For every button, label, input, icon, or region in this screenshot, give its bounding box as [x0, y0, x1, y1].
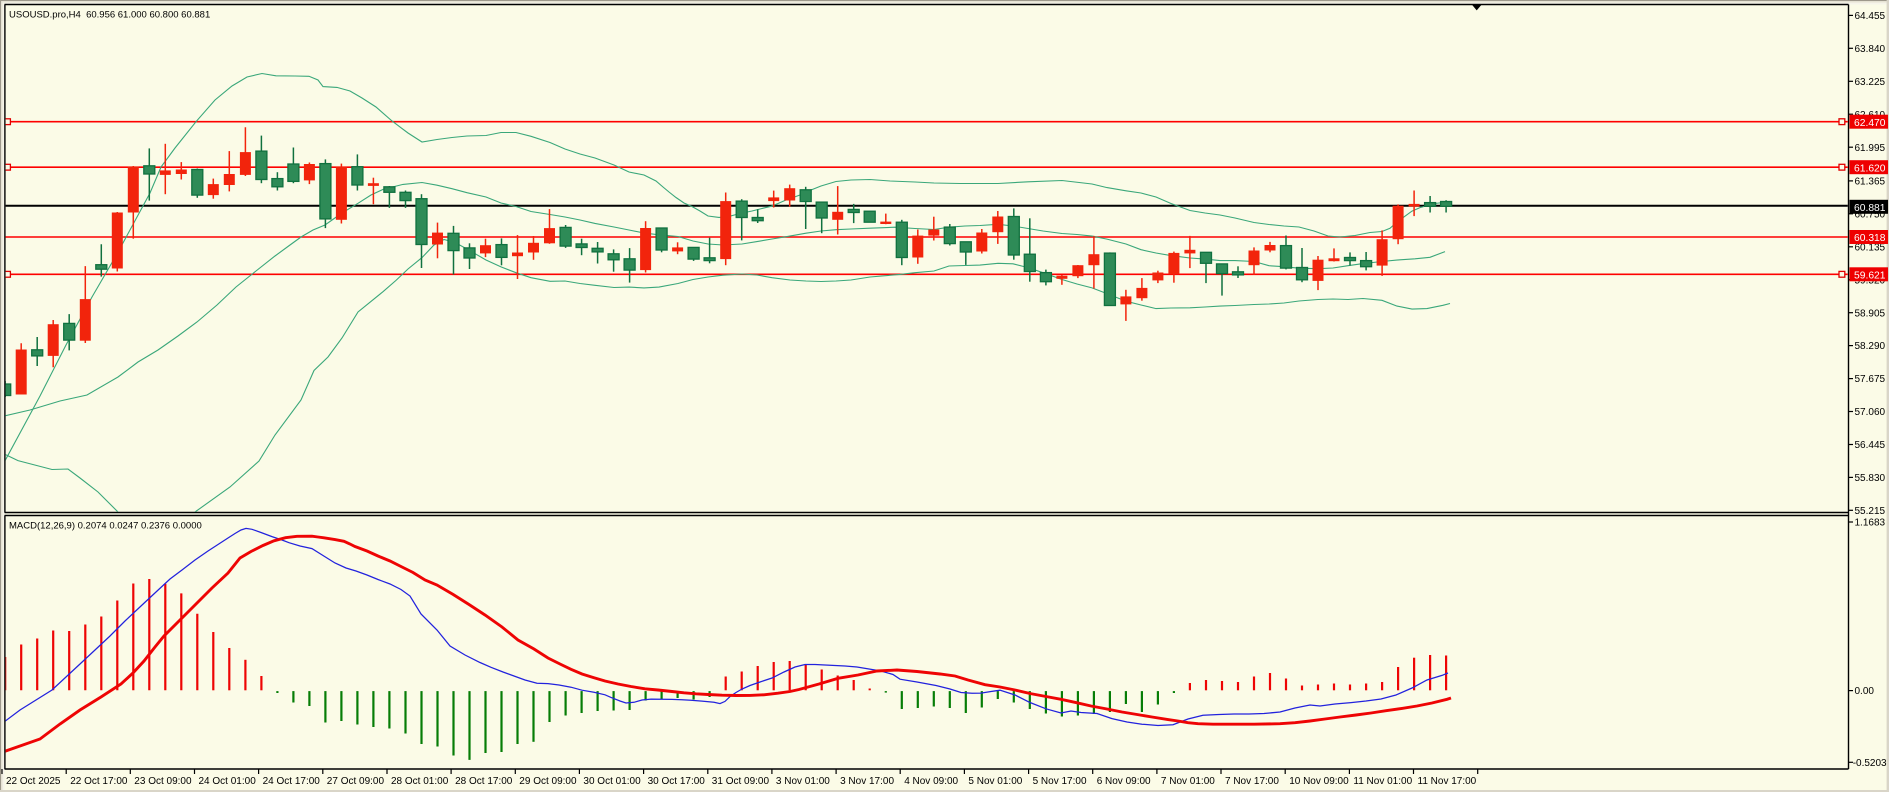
svg-text:30 Oct 01:00: 30 Oct 01:00	[583, 776, 641, 787]
svg-text:57.060: 57.060	[1855, 407, 1886, 418]
svg-text:22 Oct 2025: 22 Oct 2025	[6, 776, 61, 787]
svg-text:11 Nov 01:00: 11 Nov 01:00	[1353, 776, 1412, 787]
svg-text:60.750: 60.750	[1855, 209, 1886, 220]
svg-text:23 Oct 09:00: 23 Oct 09:00	[134, 776, 192, 787]
svg-text:27 Oct 09:00: 27 Oct 09:00	[327, 776, 385, 787]
svg-text:56.445: 56.445	[1855, 440, 1886, 451]
svg-text:7 Nov 01:00: 7 Nov 01:00	[1161, 776, 1215, 787]
svg-text:24 Oct 17:00: 24 Oct 17:00	[263, 776, 321, 787]
svg-text:60.318: 60.318	[1854, 233, 1886, 244]
svg-text:31 Oct 09:00: 31 Oct 09:00	[712, 776, 770, 787]
svg-text:58.290: 58.290	[1855, 341, 1886, 352]
svg-text:60.135: 60.135	[1855, 242, 1886, 253]
svg-text:64.455: 64.455	[1855, 11, 1886, 22]
svg-text:61.365: 61.365	[1855, 177, 1886, 188]
svg-text:1.1683: 1.1683	[1855, 518, 1886, 529]
svg-text:4 Nov 09:00: 4 Nov 09:00	[904, 776, 958, 787]
svg-text:61.620: 61.620	[1854, 163, 1886, 174]
svg-text:6 Nov 09:00: 6 Nov 09:00	[1097, 776, 1151, 787]
svg-text:5 Nov 17:00: 5 Nov 17:00	[1033, 776, 1087, 787]
svg-text:10 Nov 09:00: 10 Nov 09:00	[1289, 776, 1349, 787]
svg-text:USOUSD.pro,H4 60.956 61.000 6: USOUSD.pro,H4 60.956 61.000 60.800 60.88…	[9, 10, 210, 21]
svg-text:62.470: 62.470	[1854, 118, 1886, 129]
svg-text:0.00: 0.00	[1855, 686, 1875, 697]
svg-text:57.675: 57.675	[1855, 374, 1886, 385]
svg-text:24 Oct 01:00: 24 Oct 01:00	[199, 776, 257, 787]
svg-text:MACD(12,26,9) 0.2074 0.0247 0.: MACD(12,26,9) 0.2074 0.0247 0.2376 0.000…	[9, 521, 202, 532]
svg-text:63.225: 63.225	[1855, 77, 1886, 88]
svg-text:30 Oct 17:00: 30 Oct 17:00	[648, 776, 706, 787]
svg-text:60.881: 60.881	[1854, 203, 1886, 214]
svg-text:58.905: 58.905	[1855, 308, 1886, 319]
svg-text:55.215: 55.215	[1855, 506, 1886, 517]
svg-text:5 Nov 01:00: 5 Nov 01:00	[968, 776, 1022, 787]
svg-text:59.621: 59.621	[1854, 271, 1886, 282]
svg-text:63.840: 63.840	[1855, 44, 1886, 55]
svg-text:22 Oct 17:00: 22 Oct 17:00	[70, 776, 128, 787]
svg-text:55.830: 55.830	[1855, 473, 1886, 484]
svg-text:3 Nov 17:00: 3 Nov 17:00	[840, 776, 894, 787]
svg-text:28 Oct 17:00: 28 Oct 17:00	[455, 776, 513, 787]
svg-text:-0.5203: -0.5203	[1853, 758, 1887, 769]
svg-text:61.995: 61.995	[1855, 143, 1886, 154]
svg-text:7 Nov 17:00: 7 Nov 17:00	[1225, 776, 1279, 787]
svg-text:11 Nov 17:00: 11 Nov 17:00	[1418, 776, 1477, 787]
svg-text:3 Nov 01:00: 3 Nov 01:00	[776, 776, 830, 787]
svg-text:29 Oct 09:00: 29 Oct 09:00	[519, 776, 577, 787]
svg-text:28 Oct 01:00: 28 Oct 01:00	[391, 776, 449, 787]
